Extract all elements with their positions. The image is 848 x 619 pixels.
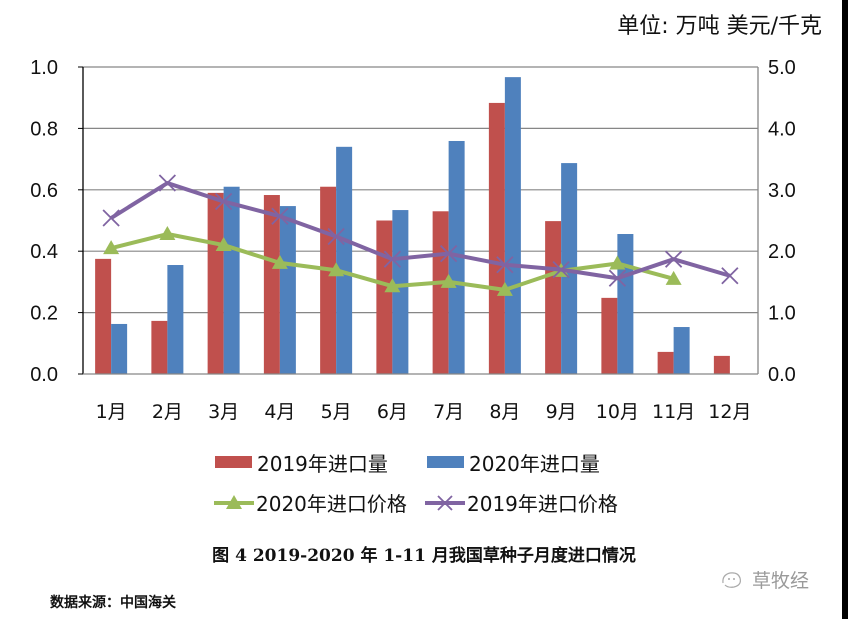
marker-triangle	[328, 262, 345, 277]
bar-2020	[448, 140, 465, 374]
marker-triangle	[159, 226, 176, 241]
bar-2019	[320, 186, 337, 374]
bar-2019	[95, 258, 112, 374]
axes	[78, 66, 759, 375]
x-tick-label: 5月	[321, 401, 352, 423]
bar-2020	[392, 210, 409, 374]
legend-label: 2019年进口价格	[467, 492, 618, 516]
y2-tick-label: 1.0	[768, 303, 796, 325]
x-tick-label: 10月	[596, 401, 639, 423]
x-tick-label: 6月	[377, 401, 408, 423]
x-axis-ticks: 1月 2月 3月 4月 5月 6月 7月 8月 9月 10月 11月 12月	[96, 401, 752, 423]
marker-triangle	[665, 270, 682, 285]
marker-x	[158, 174, 177, 192]
marker-triangle	[609, 255, 626, 270]
x-tick-label: 1月	[96, 401, 127, 423]
y2-axis-ticks: 0.0 1.0 2.0 3.0 4.0 5.0	[768, 57, 796, 386]
bar-2020	[279, 206, 296, 374]
marker-x	[214, 192, 233, 211]
marker-x	[439, 245, 458, 263]
unit-label: 单位: 万吨 美元/千克	[617, 14, 822, 39]
x-tick-label: 7月	[433, 401, 464, 423]
y-tick-label: 0.6	[30, 180, 58, 202]
x-tick-label: 2月	[152, 401, 183, 423]
gridlines	[83, 66, 758, 314]
marker-x	[383, 250, 402, 268]
wechat-logo-icon	[722, 571, 741, 588]
marker-x	[102, 209, 120, 227]
y2-tick-label: 3.0	[768, 180, 796, 202]
marker-x	[664, 250, 683, 268]
bar-2019	[601, 297, 618, 374]
x-tick-label: 12月	[708, 401, 751, 423]
bar-2020	[167, 265, 184, 374]
bar-2019	[432, 211, 449, 374]
marker-triangle	[103, 240, 120, 255]
price-lines	[102, 174, 739, 296]
frame-border	[842, 0, 848, 619]
bar-2019	[545, 221, 562, 374]
x-tick-label: 4月	[264, 401, 295, 423]
marker-x	[608, 269, 627, 287]
marker-x	[721, 267, 739, 285]
data-source: 数据来源：中国海关	[50, 595, 176, 611]
bar-2019	[713, 355, 730, 374]
bar-2020	[336, 146, 353, 374]
x-tick-label: 8月	[489, 401, 520, 423]
watermark: 草牧经	[720, 566, 809, 593]
x-tick-label: 11月	[652, 401, 695, 423]
y-tick-label: 0.2	[30, 303, 58, 325]
y2-tick-label: 4.0	[768, 118, 796, 140]
bar-2019	[151, 320, 168, 374]
legend-label: 2020年进口量	[469, 452, 600, 476]
bar-2020	[504, 77, 521, 375]
marker-x	[552, 260, 570, 279]
marker-triangle	[215, 237, 232, 252]
marker-triangle	[384, 278, 401, 293]
marker-x	[271, 207, 289, 225]
y2-tick-label: 0.0	[768, 364, 796, 386]
x-tick-label: 3月	[208, 401, 239, 423]
bar-2019	[376, 220, 393, 374]
marker-triangle	[440, 273, 457, 288]
watermark-text: 草牧经	[752, 570, 810, 592]
y-tick-label: 0.4	[30, 241, 58, 263]
bar-2019	[657, 351, 674, 374]
legend-marker-x	[437, 495, 453, 511]
y-tick-label: 0.8	[30, 118, 58, 140]
chart: 0.0 0.2 0.4 0.6 0.8 1.0 0.0 1.0 2.0 3.0 4.0 5.0 1月…	[30, 57, 796, 516]
bar-2020	[111, 323, 128, 374]
marker-triangle	[271, 254, 288, 269]
marker-x	[496, 256, 514, 274]
y-tick-label: 1.0	[30, 57, 58, 79]
y2-tick-label: 5.0	[768, 57, 796, 79]
legend: 2019年进口量 2020年进口量 2020年进口价格 2019年进口价格	[214, 452, 618, 516]
bar-2019	[207, 192, 224, 374]
legend-swatch-bar	[427, 456, 464, 468]
bar-2020	[673, 327, 690, 374]
marker-x	[327, 227, 345, 246]
marker-triangle	[496, 281, 513, 296]
bar-2020	[223, 186, 240, 374]
legend-marker-triangle	[226, 495, 242, 509]
legend-label: 2020年进口价格	[256, 492, 407, 516]
line-price-2019	[110, 181, 731, 281]
y-tick-label: 0.0	[30, 364, 58, 386]
bar-2019	[263, 195, 280, 374]
y-axis-ticks: 0.0 0.2 0.4 0.6 0.8 1.0	[30, 57, 58, 386]
x-tick-label: 9月	[546, 401, 577, 423]
legend-swatch-bar	[215, 456, 252, 468]
bar-2019	[488, 102, 505, 374]
chart-caption: 图 4 2019-2020 年 1-11 月我国草种子月度进口情况	[212, 546, 636, 566]
legend-label: 2019年进口量	[257, 452, 388, 476]
bars	[95, 77, 730, 375]
bar-2020	[617, 234, 634, 374]
y2-tick-label: 2.0	[768, 241, 796, 263]
